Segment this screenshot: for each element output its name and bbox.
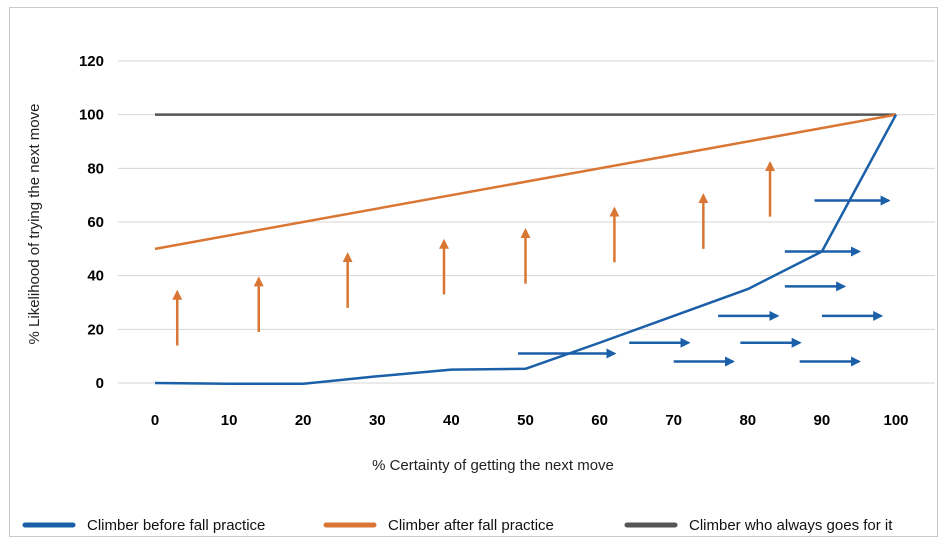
x-tick-label-90: 90 [814,412,831,429]
x-axis-title: % Certainty of getting the next move [372,457,614,474]
series-line-2 [154,113,897,251]
y-tick-label-0: 0 [96,375,104,392]
x-tick-label-80: 80 [739,412,756,429]
legend-label-2: Climber after fall practice [388,517,554,534]
x-tick-label-50: 50 [517,412,534,429]
y-tick-label-100: 100 [79,107,104,124]
x-tick-label-30: 30 [369,412,386,429]
x-tick-label-100: 100 [883,412,908,429]
x-tick-label-10: 10 [221,412,238,429]
x-tick-label-60: 60 [591,412,608,429]
y-tick-label-60: 60 [87,214,104,231]
y-axis-title: % Likelihood of trying the next move [26,104,43,345]
legend-label-3: Climber who always goes for it [689,517,893,534]
x-tick-label-0: 0 [151,412,159,429]
x-tick-label-70: 70 [665,412,682,429]
y-tick-label-120: 120 [79,53,104,70]
x-tick-label-40: 40 [443,412,460,429]
y-tick-label-40: 40 [87,268,104,285]
y-tick-label-20: 20 [87,321,104,338]
legend-label-1: Climber before fall practice [87,517,265,534]
x-tick-label-20: 20 [295,412,312,429]
y-tick-label-80: 80 [87,160,104,177]
series-line-1 [154,114,898,386]
